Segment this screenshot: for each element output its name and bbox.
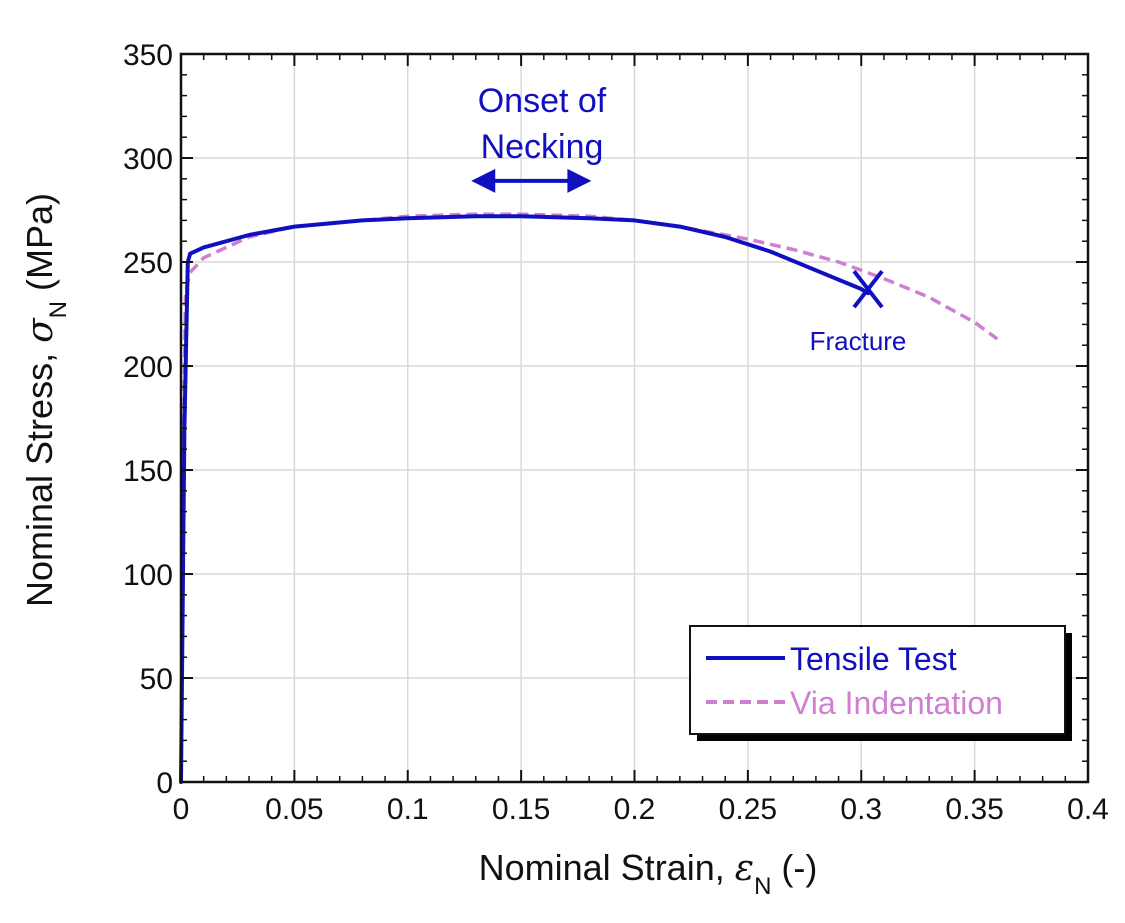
y-tick-label: 0	[156, 767, 173, 800]
legend-box	[689, 625, 1066, 735]
series-line-tensile-test	[179, 214, 871, 784]
x-axis-title: Nominal Strain, εN (-)	[479, 847, 818, 900]
x-tick-label: 0	[173, 793, 190, 826]
y-tick-label: 50	[140, 663, 173, 696]
data-lines	[179, 212, 999, 784]
y-tick-label: 350	[123, 39, 173, 72]
y-tick-label: 300	[123, 143, 173, 176]
legend: Tensile Test Via Indentation	[689, 625, 1072, 741]
y-axis-title: Nominal Stress, σN (MPa)	[19, 193, 72, 607]
legend-label-tensile: Tensile Test	[790, 641, 957, 677]
y-tick-label: 250	[123, 247, 173, 280]
x-tick-label: 0.35	[945, 793, 1003, 826]
y-tick-label: 200	[123, 351, 173, 384]
fracture-label: Fracture	[810, 326, 907, 356]
x-tick-label: 0.25	[719, 793, 777, 826]
necking-arrow-head-right	[567, 168, 592, 193]
necking-label-line2: Necking	[481, 128, 604, 166]
tick-labels: 0 0.05 0.1 0.15 0.2 0.25 0.3 0.35 0.4 0 50 100 150 20…	[123, 39, 1109, 826]
legend-label-indentation: Via Indentation	[790, 685, 1003, 721]
necking-arrow-head-left	[471, 168, 496, 193]
fracture-x-stroke-2	[852, 269, 884, 309]
fracture-x-marker	[852, 269, 884, 309]
x-tick-label: 0.1	[387, 793, 429, 826]
x-tick-label: 0.3	[840, 793, 882, 826]
necking-label-line1: Onset of	[478, 82, 607, 120]
necking-double-arrow	[471, 168, 592, 193]
y-tick-label: 150	[123, 455, 173, 488]
grid	[181, 54, 1088, 782]
x-tick-label: 0.2	[614, 793, 656, 826]
x-tick-label: 0.15	[492, 793, 550, 826]
x-tick-label: 0.05	[265, 793, 323, 826]
x-tick-label: 0.4	[1067, 793, 1109, 826]
y-tick-label: 100	[123, 559, 173, 592]
plot-frame	[179, 52, 1090, 784]
